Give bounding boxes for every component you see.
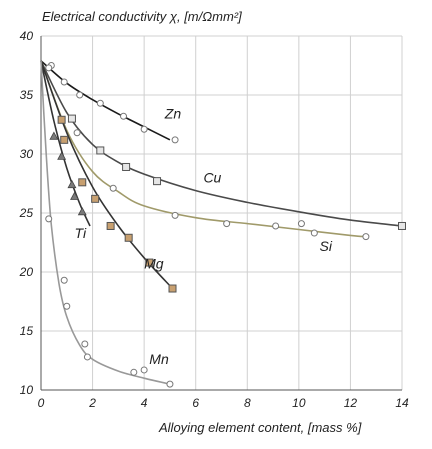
- series-label-zn: Zn: [164, 106, 182, 122]
- series-label-si: Si: [319, 238, 332, 254]
- series-layer: [40, 60, 406, 388]
- data-point-ti: [77, 206, 87, 216]
- data-point-mn: [81, 340, 89, 348]
- y-tick-label: 15: [20, 324, 34, 338]
- annotations: Zn Cu Si Mg Ti Mn: [75, 106, 333, 367]
- data-point-mn: [130, 368, 138, 376]
- x-tick-label: 10: [292, 396, 306, 410]
- x-axis-label: Alloying element content, [mass %]: [158, 420, 362, 435]
- data-point-mn: [60, 276, 68, 284]
- data-point-mg: [57, 115, 66, 124]
- y-tick-label: 20: [19, 265, 34, 279]
- data-point-mg: [78, 178, 87, 187]
- data-point-zn: [96, 99, 104, 107]
- data-point-si: [109, 184, 117, 192]
- y-tick-label: 40: [20, 29, 34, 43]
- data-point-si: [73, 129, 81, 137]
- y-tick-label: 30: [20, 147, 34, 161]
- data-point-ti: [70, 191, 79, 200]
- data-point-si: [310, 229, 318, 237]
- series-line-mn: [40, 60, 171, 385]
- series-zn: [40, 60, 179, 144]
- y-tick-label: 35: [20, 88, 34, 102]
- data-point-mg: [145, 258, 154, 267]
- x-tick-label: 2: [88, 396, 96, 410]
- y-axis-label: Electrical conductivity χ, [m/Ωmm²]: [42, 9, 242, 24]
- data-point-mn: [45, 215, 53, 223]
- data-point-zn: [120, 112, 128, 120]
- data-point-mg: [124, 233, 133, 242]
- series-mn: [40, 60, 174, 388]
- x-tick-label: 8: [244, 396, 251, 410]
- data-point-cu: [122, 162, 131, 171]
- series-label-ti: Ti: [75, 225, 87, 241]
- data-point-ti: [57, 151, 67, 160]
- x-tick-label: 6: [192, 396, 199, 410]
- data-point-cu: [96, 146, 105, 155]
- data-point-si: [223, 220, 231, 228]
- series-label-cu: Cu: [203, 169, 221, 185]
- series-ti: [40, 60, 91, 227]
- grid: [40, 35, 403, 391]
- series-line-si: [40, 60, 366, 238]
- data-point-ti: [67, 179, 77, 189]
- data-point-mn: [63, 302, 71, 310]
- data-point-zn: [60, 78, 68, 86]
- data-point-zn: [76, 91, 84, 99]
- axes: 0 2 4 6 8 10 12 14 10 15 20 25 30 35 40: [19, 29, 409, 410]
- data-point-cu: [67, 114, 76, 123]
- x-tick-label: 4: [141, 396, 148, 410]
- data-point-mg: [106, 221, 115, 230]
- x-tick-label: 12: [344, 396, 358, 410]
- data-point-mn: [140, 366, 148, 374]
- y-tick-label: 25: [19, 206, 34, 220]
- x-tick-label: 0: [38, 396, 45, 410]
- data-point-cu: [153, 177, 162, 186]
- series-label-mg: Mg: [144, 255, 164, 271]
- data-point-zn: [140, 125, 148, 133]
- series-label-mn: Mn: [149, 351, 169, 367]
- data-point-si: [297, 220, 305, 228]
- y-tick-label: 10: [20, 383, 34, 397]
- data-point-ti: [49, 131, 59, 140]
- data-point-mn: [166, 380, 174, 388]
- data-point-si: [362, 233, 370, 241]
- data-point-mn: [45, 64, 53, 72]
- series-mg: [40, 60, 177, 293]
- data-point-mg: [168, 284, 177, 293]
- data-point-si: [272, 222, 280, 230]
- data-point-cu: [398, 221, 406, 230]
- x-tick-label: 14: [395, 396, 409, 410]
- data-point-mg: [60, 135, 69, 144]
- data-point-zn: [171, 136, 179, 144]
- data-point-si: [171, 211, 179, 219]
- data-point-mn: [83, 353, 91, 361]
- series-si: [40, 60, 370, 241]
- data-point-mg: [91, 194, 100, 203]
